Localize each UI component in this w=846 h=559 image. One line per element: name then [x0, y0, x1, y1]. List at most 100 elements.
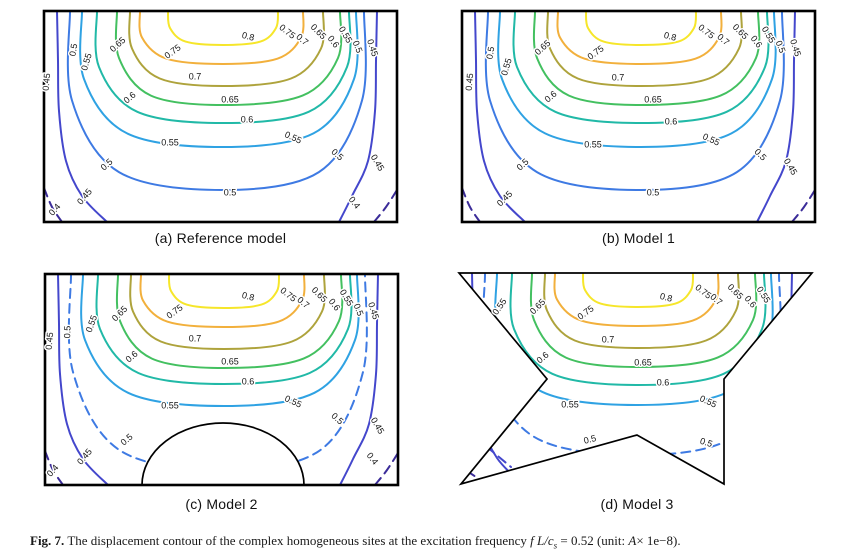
domain-boundary	[43, 272, 400, 487]
contour-label: 0.45	[369, 153, 386, 173]
panel-c-caption: (c) Model 2	[185, 496, 258, 512]
contour-label: 0.55	[283, 393, 303, 409]
contour-label: 0.6	[665, 116, 678, 126]
contour-label: 0.6	[326, 34, 342, 50]
contour-lines	[43, 10, 398, 223]
contour-label: 0.65	[731, 22, 750, 41]
contour-label: 0.4	[365, 451, 381, 467]
contour-label: 0.5	[351, 39, 365, 54]
contour-label: 0.8	[241, 30, 256, 43]
contour-label: 0.75	[576, 303, 596, 321]
contour-label: 0.65	[221, 94, 239, 104]
contour-label: 0.55	[698, 393, 718, 409]
contour-label: 0.55	[499, 57, 514, 77]
panel-b-plot: 0.45 0.5 0.55 0.65 0.6 0.75 0.7 0.65 0.6 0.55 0.5 0…	[460, 9, 817, 224]
contour-label: 0.55	[161, 137, 179, 147]
contour-label: 0.6	[327, 297, 343, 313]
panel-b: 0.45 0.5 0.55 0.65 0.6 0.75 0.7 0.65 0.6 0.55 0.5 0…	[460, 9, 817, 246]
contour-label: 0.55	[490, 297, 508, 317]
contour-label: 0.5	[752, 147, 768, 163]
contour-label: 0.55	[701, 131, 721, 147]
panel-a-caption: (a) Reference model	[154, 230, 287, 246]
figure-caption-math-sub: s	[553, 540, 558, 551]
figure-caption-label: Fig. 7.	[30, 533, 65, 548]
contour-label: 0.5	[119, 432, 135, 448]
domain-boundary	[457, 272, 814, 486]
contour-plot-c: 0.45 0.5 0.550.650.60.750.70.650.60.550.80…	[42, 272, 400, 487]
contour-label: 0.7	[189, 71, 202, 81]
contour-label: 0.5	[62, 326, 72, 339]
contour-plot-a: 0.450.50.550.650.60.750.70.650.60.550.50…	[39, 9, 399, 224]
contour-label: 0.4	[347, 195, 363, 211]
contour-label: 0.45	[369, 416, 386, 436]
contour-label: 0.5	[647, 187, 660, 197]
contour-label: 0.5	[99, 157, 115, 173]
contour-label: 0.75	[163, 42, 183, 60]
contour-label: 0.45	[788, 38, 803, 58]
contour-plot-d: 0.55 0.650.60.750.70.650.60.550.80.50.750…	[457, 272, 814, 486]
contour-label: 0.55	[283, 129, 303, 145]
contour-label: 0.55	[584, 139, 602, 149]
contour-label: 0.65	[108, 35, 128, 54]
contour-label: 0.75	[165, 302, 185, 320]
contour-label: 0.65	[533, 38, 553, 57]
contour-labels: 0.45 0.5 0.550.650.60.750.70.650.60.550.80…	[42, 283, 388, 480]
figure-caption-math-f: f L/c	[530, 533, 554, 548]
figure-caption-math-A: A	[628, 533, 637, 548]
contour-label: 0.45	[366, 301, 381, 321]
contour-label: 0.65	[644, 94, 662, 104]
contour-label: 0.45	[464, 73, 475, 91]
contour-label: 0.6	[657, 377, 670, 387]
contour-label: 0.6	[124, 349, 140, 365]
contour-label: 0.45	[365, 38, 380, 58]
figure-caption-text-2: = 0.52 (unit:	[557, 533, 629, 548]
contour-label: 0.6	[749, 34, 765, 50]
contour-label: 0.5	[515, 157, 531, 173]
contour-labels: 0.450.50.550.650.60.750.70.650.60.550.50…	[39, 20, 388, 219]
contour-label: 0.8	[659, 291, 674, 304]
domain-boundary	[42, 9, 399, 224]
contour-label: 0.5	[352, 302, 366, 317]
contour-label: 0.7	[612, 72, 625, 82]
contour-label: 0.7	[602, 334, 615, 344]
contour-label: 0.45	[44, 332, 55, 350]
contour-label: 0.4	[47, 202, 63, 218]
contour-label: 0.7	[189, 333, 202, 343]
figure-caption: Fig. 7. The displacement contour of the …	[30, 533, 820, 551]
contour-label: 0.8	[241, 290, 256, 303]
contour-label: 0.75	[586, 43, 606, 61]
contour-label: 0.5	[67, 43, 79, 57]
contour-label: 0.55	[84, 314, 99, 334]
domain-boundary	[460, 9, 817, 224]
contour-label: 0.8	[663, 30, 678, 43]
contour-label: 0.55	[161, 400, 179, 410]
contour-label: 0.4	[45, 463, 61, 479]
contour-label: 0.55	[561, 399, 579, 409]
contour-label: 0.65	[634, 357, 652, 367]
contour-lines	[461, 10, 816, 223]
contour-label: 0.65	[310, 285, 329, 304]
panel-c: 0.45 0.5 0.55 0.65 0.6 0.75 0.7 0.65 0.6 0.55 0.8 0…	[42, 272, 400, 512]
contour-label: 0.55	[79, 52, 94, 72]
panel-d: 0.55 0.65 0.6 0.75 0.7 0.65 0.6 0.55 0.8 0.5 0.75 0…	[457, 272, 815, 512]
panel-d-caption: (d) Model 3	[600, 496, 674, 512]
contour-label: 0.65	[221, 356, 239, 366]
panel-c-plot: 0.45 0.5 0.55 0.65 0.6 0.75 0.7 0.65 0.6 0.55 0.8 0…	[42, 272, 400, 487]
panel-a-plot: 0.45 0.5 0.55 0.65 0.6 0.75 0.7 0.65 0.6 0.55 0.5 0…	[39, 9, 399, 224]
panel-d-plot: 0.55 0.65 0.6 0.75 0.7 0.65 0.6 0.55 0.8 0.5 0.75 0…	[457, 272, 814, 486]
contour-lines	[466, 273, 793, 484]
panel-a: 0.45 0.5 0.55 0.65 0.6 0.75 0.7 0.65 0.6 0.55 0.5 0…	[39, 9, 399, 246]
figure-caption-text-3: × 1e−8).	[636, 533, 681, 548]
contour-label: 0.65	[726, 282, 745, 301]
contour-label: 0.5	[484, 46, 496, 60]
contour-label: 0.45	[41, 73, 52, 91]
contour-label: 0.65	[110, 304, 129, 323]
contour-label: 0.5	[329, 411, 345, 427]
contour-plot-b: 0.450.50.550.650.60.750.70.650.60.550.50…	[460, 9, 817, 224]
contour-label: 0.5	[224, 187, 237, 197]
figure-caption-text-1: The displacement contour of the complex …	[67, 533, 531, 548]
contour-label: 0.7	[715, 32, 731, 48]
panel-b-caption: (b) Model 1	[601, 230, 675, 246]
contour-label: 0.6	[241, 114, 254, 124]
contour-label: 0.6	[543, 89, 559, 105]
